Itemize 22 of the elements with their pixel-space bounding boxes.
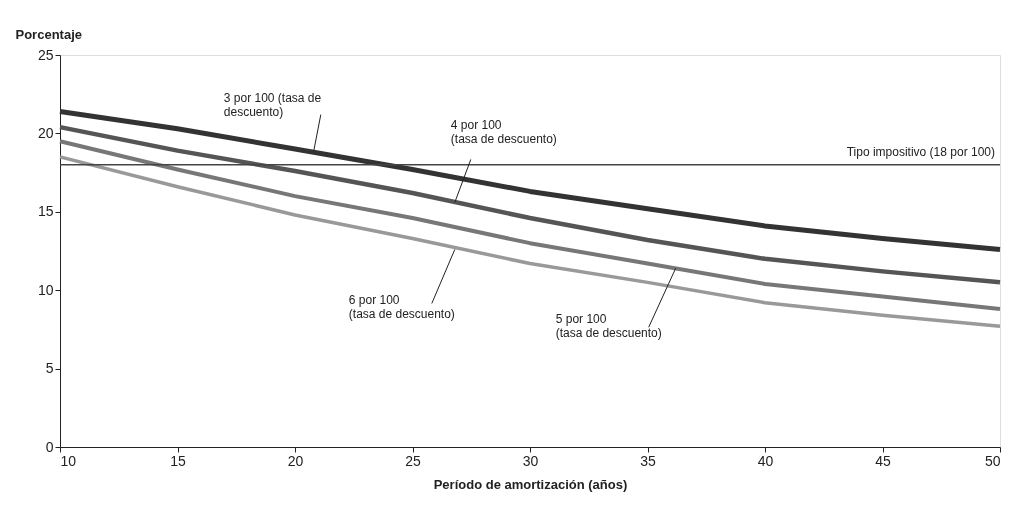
x-tick-label: 50 (984, 452, 1001, 469)
y-tick-label: 20 (37, 124, 54, 141)
x-tick-label: 40 (757, 452, 774, 469)
x-tick-label: 20 (287, 452, 304, 469)
y-tick-label: 15 (37, 203, 54, 220)
annotation: 5 por 100 (tasa de descuento) (555, 312, 662, 341)
x-tick-label: 15 (170, 452, 186, 469)
y-tick-label: 5 (45, 360, 54, 377)
y-tick-label: 10 (37, 281, 54, 298)
x-tick-label: 30 (522, 452, 539, 469)
annotation: 3 por 100 (tasa de descuento) (223, 90, 322, 119)
x-tick-label: 45 (875, 452, 891, 469)
x-axis-title: Período de amortización (años) (433, 476, 628, 492)
y-tick-label: 25 (37, 46, 54, 63)
annotation: 4 por 100 (tasa de descuento) (450, 118, 557, 147)
y-axis-title: Porcentaje (15, 26, 82, 42)
ref-line-label: Tipo impositivo (18 por 100) (846, 144, 995, 159)
x-tick-label: 35 (640, 452, 656, 469)
x-tick-label: 25 (405, 452, 421, 469)
x-tick-label: 10 (60, 452, 77, 469)
annotation: 6 por 100 (tasa de descuento) (348, 293, 455, 322)
y-tick-label: 0 (45, 438, 54, 455)
